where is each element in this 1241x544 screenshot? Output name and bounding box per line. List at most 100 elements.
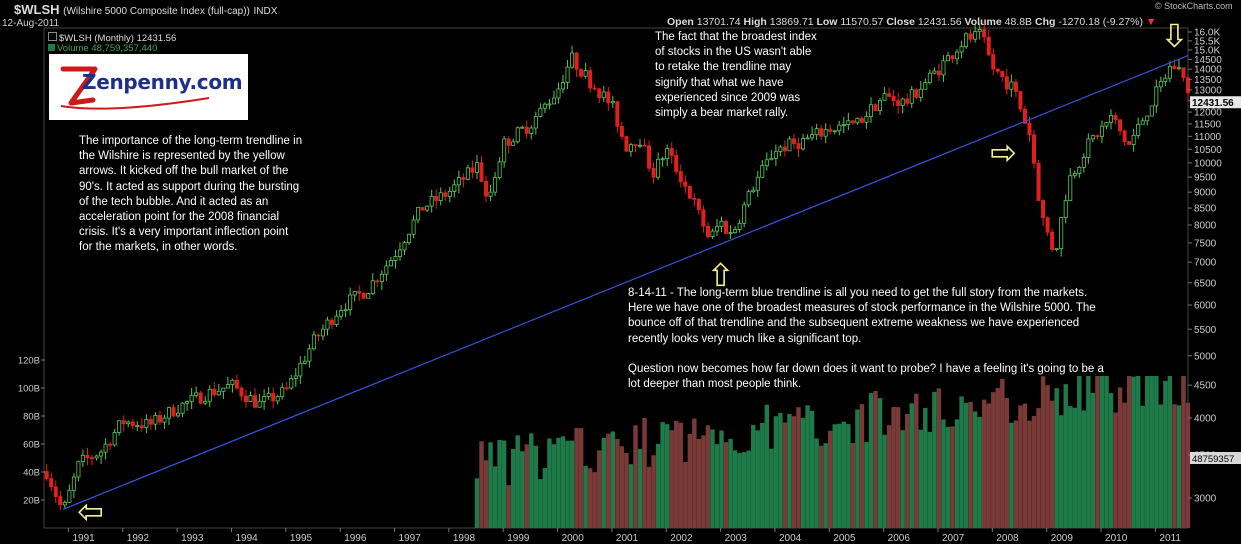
volume-bar [877,398,883,528]
candle-body [1167,65,1172,79]
candle-body [416,207,421,221]
y-tick-label: 7500 [1194,238,1217,249]
legend-volume: Volume 48,759,357,440 [48,44,176,54]
chg-value: -1270.18 (-9.27%) [1058,16,1143,28]
candle-body [909,89,914,104]
candle-body [108,443,113,446]
high-label: High [743,16,767,28]
annotation-line: arrows. It kicked off the bull market of… [79,165,289,178]
candle-body [185,401,190,404]
annotation-line: 8-14-11 - The long-term blue trendline i… [628,287,1088,299]
volume-bar [891,407,896,528]
volume-bar [963,402,969,528]
x-tick-label: 2007 [942,533,965,544]
volume-bar [841,421,847,528]
candle-body [411,219,416,235]
volume-bar [1099,376,1105,528]
candle-body [828,129,833,132]
volume-value: 48.8B [1004,16,1033,28]
y-tick-label: 16.0K [1194,28,1220,39]
volume-bar [837,423,842,528]
volume-bar [828,430,833,528]
volume-bar [637,448,643,528]
volume-bar [587,468,593,528]
volume-bar [1058,415,1064,528]
candle-body [479,162,484,182]
y-tick-label: 13000 [1194,85,1222,96]
symbol: $WLSH [14,2,60,17]
bottom-annotation: 8-14-11 - The long-term blue trendline i… [628,286,1104,392]
volume-bar [900,430,905,528]
volume-bar [737,453,742,528]
candle-body [357,290,362,294]
candle-body [307,348,312,362]
candle-body [397,249,402,257]
candle-body [253,395,258,408]
candle-body [855,117,860,124]
volume-bar [1126,376,1132,528]
volume-bar [995,388,1000,528]
candle-body [262,396,267,402]
annotation-line: of stocks in the US wasn't able [655,46,812,59]
volume-bar [569,440,575,528]
x-tick-label: 1991 [72,533,95,544]
volume-bar [991,392,996,528]
candle-body [139,425,144,429]
candle-body [995,68,1000,72]
candle-body [696,198,701,211]
candle-body [180,402,185,414]
x-tick-label: 2006 [888,533,911,544]
candle-body [524,126,529,134]
y-tick-label: 4000 [1194,413,1217,424]
candle-body [782,146,787,152]
volume-tick-label: 100B [18,384,40,395]
volume-bar [705,425,711,528]
volume-bar [959,396,964,528]
volume-bar [565,440,570,528]
annotation-line: The importance of the long-term trendlin… [79,135,303,147]
candle-body [1140,120,1145,125]
candle-body [583,70,588,77]
volume-bar [1158,404,1164,528]
annotation-line: the Wilshire is represented by the yello… [79,150,285,163]
candle-body [574,52,579,70]
open-value: 13701.74 [696,16,741,28]
volume-bar [1045,385,1050,528]
candle-body [868,104,873,117]
candle-body [964,33,969,48]
last-price-tag [1190,96,1241,109]
y-tick-label: 3000 [1194,494,1217,505]
y-tick-label: 5000 [1194,351,1217,362]
candle-body [1077,166,1082,174]
candle-body [44,471,49,479]
candle-body [1176,67,1181,70]
candle-body [71,476,76,491]
candle-body [660,158,665,161]
candle-body [506,138,511,146]
volume-bar [674,420,679,528]
symbol-description: (Wilshire 5000 Composite Index (full-cap… [63,6,250,17]
volume-bar [551,444,557,528]
volume-bar [524,444,529,528]
candle-body [1145,115,1150,122]
volume-bar [1036,408,1041,528]
volume-bar [510,448,516,528]
volume-bar [547,438,552,528]
candle-body [189,394,194,402]
candle-body [859,117,864,123]
volume-bar [918,429,923,528]
x-tick-label: 2008 [996,533,1019,544]
candle-body [955,51,960,60]
candle-body [1068,175,1073,201]
volume-bar [986,403,991,528]
candle-body [1050,231,1055,250]
candle-body [234,379,239,389]
candle-body [434,196,439,201]
volume-bar [583,465,588,528]
candle-body [1013,81,1018,92]
logo-text: Zenpenny.com [82,70,243,94]
volume-bar [923,407,928,528]
candle-body [801,138,806,150]
yellow-arrow-right-icon [991,144,1016,163]
candle-body [311,334,316,350]
